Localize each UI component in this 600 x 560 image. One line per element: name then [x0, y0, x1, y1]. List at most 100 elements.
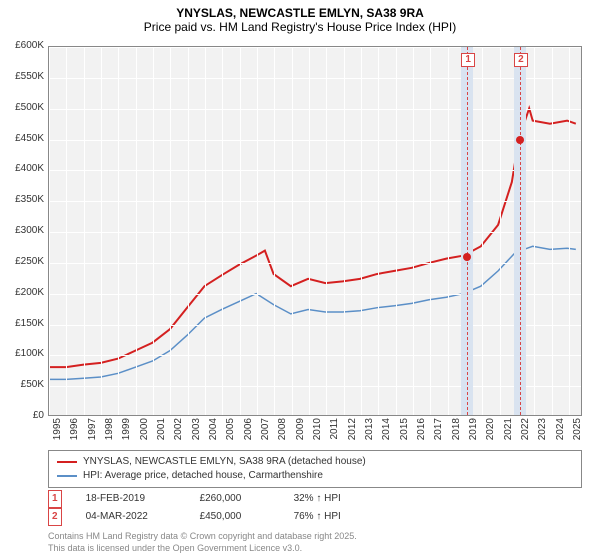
gridline-h	[49, 355, 581, 356]
legend: YNYSLAS, NEWCASTLE EMLYN, SA38 9RA (deta…	[48, 450, 582, 488]
footer-line-1: Contains HM Land Registry data © Crown c…	[48, 530, 357, 542]
gridline-v	[118, 47, 119, 415]
gridline-v	[534, 47, 535, 415]
x-tick-label: 2006	[243, 418, 254, 448]
gridline-h	[49, 140, 581, 141]
gridline-v	[222, 47, 223, 415]
x-tick-label: 2013	[364, 418, 375, 448]
marker-badge: 1	[461, 53, 475, 67]
transaction-price: £450,000	[200, 509, 270, 525]
gridline-h	[49, 109, 581, 110]
gridline-h	[49, 294, 581, 295]
gridline-v	[49, 47, 50, 415]
x-tick-label: 1999	[121, 418, 132, 448]
x-tick-label: 2002	[173, 418, 184, 448]
x-tick-label: 2012	[347, 418, 358, 448]
transaction-price: £260,000	[200, 491, 270, 507]
legend-label: HPI: Average price, detached house, Carm…	[83, 469, 323, 483]
transaction-badge: 1	[48, 490, 62, 508]
gridline-h	[49, 232, 581, 233]
transaction-date: 18-FEB-2019	[86, 491, 176, 507]
gridline-v	[569, 47, 570, 415]
y-tick-label: £350K	[0, 194, 44, 205]
gridline-v	[84, 47, 85, 415]
y-tick-label: £550K	[0, 71, 44, 82]
x-tick-label: 2005	[225, 418, 236, 448]
gridline-h	[49, 47, 581, 48]
gridline-v	[378, 47, 379, 415]
x-tick-label: 2004	[208, 418, 219, 448]
legend-row: HPI: Average price, detached house, Carm…	[57, 469, 573, 483]
x-tick-label: 1997	[87, 418, 98, 448]
marker-badge: 2	[514, 53, 528, 67]
gridline-h	[49, 325, 581, 326]
gridline-v	[344, 47, 345, 415]
gridline-v	[66, 47, 67, 415]
gridline-v	[309, 47, 310, 415]
gridline-v	[552, 47, 553, 415]
x-tick-label: 2025	[572, 418, 583, 448]
y-tick-label: £400K	[0, 163, 44, 174]
gridline-v	[136, 47, 137, 415]
marker-point	[463, 253, 471, 261]
gridline-v	[448, 47, 449, 415]
footer-line-2: This data is licensed under the Open Gov…	[48, 542, 357, 554]
legend-label: YNYSLAS, NEWCASTLE EMLYN, SA38 9RA (deta…	[83, 455, 366, 469]
x-tick-label: 1995	[52, 418, 63, 448]
gridline-v	[205, 47, 206, 415]
x-tick-label: 2014	[381, 418, 392, 448]
y-tick-label: £500K	[0, 102, 44, 113]
x-tick-label: 2001	[156, 418, 167, 448]
gridline-v	[413, 47, 414, 415]
gridline-h	[49, 170, 581, 171]
gridline-v	[170, 47, 171, 415]
x-tick-label: 2009	[295, 418, 306, 448]
transaction-delta: 32% ↑ HPI	[294, 491, 341, 507]
transaction-delta: 76% ↑ HPI	[294, 509, 341, 525]
gridline-v	[188, 47, 189, 415]
series-hpi	[49, 246, 576, 379]
transaction-row: 1 18-FEB-2019 £260,000 32% ↑ HPI	[48, 490, 582, 508]
x-tick-label: 2000	[139, 418, 150, 448]
gridline-h	[49, 386, 581, 387]
x-tick-label: 2020	[485, 418, 496, 448]
footer: Contains HM Land Registry data © Crown c…	[48, 530, 357, 554]
gridline-v	[500, 47, 501, 415]
legend-row: YNYSLAS, NEWCASTLE EMLYN, SA38 9RA (deta…	[57, 455, 573, 469]
y-tick-label: £50K	[0, 379, 44, 390]
x-tick-label: 2018	[451, 418, 462, 448]
transaction-row: 2 04-MAR-2022 £450,000 76% ↑ HPI	[48, 508, 582, 526]
gridline-h	[49, 201, 581, 202]
gridline-v	[274, 47, 275, 415]
gridline-h	[49, 263, 581, 264]
x-tick-label: 2008	[277, 418, 288, 448]
x-tick-label: 2023	[537, 418, 548, 448]
title-main: YNYSLAS, NEWCASTLE EMLYN, SA38 9RA	[0, 6, 600, 20]
gridline-v	[361, 47, 362, 415]
gridline-v	[430, 47, 431, 415]
x-tick-label: 2019	[468, 418, 479, 448]
gridline-v	[482, 47, 483, 415]
title-block: YNYSLAS, NEWCASTLE EMLYN, SA38 9RA Price…	[0, 0, 600, 34]
legend-swatch	[57, 475, 77, 477]
y-tick-label: £150K	[0, 318, 44, 329]
x-tick-label: 1996	[69, 418, 80, 448]
y-tick-label: £100K	[0, 348, 44, 359]
transaction-date: 04-MAR-2022	[86, 509, 176, 525]
y-tick-label: £600K	[0, 40, 44, 51]
marker-line	[467, 47, 468, 415]
y-tick-label: £450K	[0, 133, 44, 144]
series-price_paid	[49, 108, 576, 367]
marker-line	[520, 47, 521, 415]
x-tick-label: 2017	[433, 418, 444, 448]
x-tick-label: 2015	[399, 418, 410, 448]
x-tick-label: 2016	[416, 418, 427, 448]
x-tick-label: 2021	[503, 418, 514, 448]
legend-swatch	[57, 461, 77, 463]
x-tick-label: 2022	[520, 418, 531, 448]
y-tick-label: £200K	[0, 287, 44, 298]
transaction-badge: 2	[48, 508, 62, 526]
x-tick-label: 2007	[260, 418, 271, 448]
gridline-v	[101, 47, 102, 415]
marker-point	[516, 136, 524, 144]
